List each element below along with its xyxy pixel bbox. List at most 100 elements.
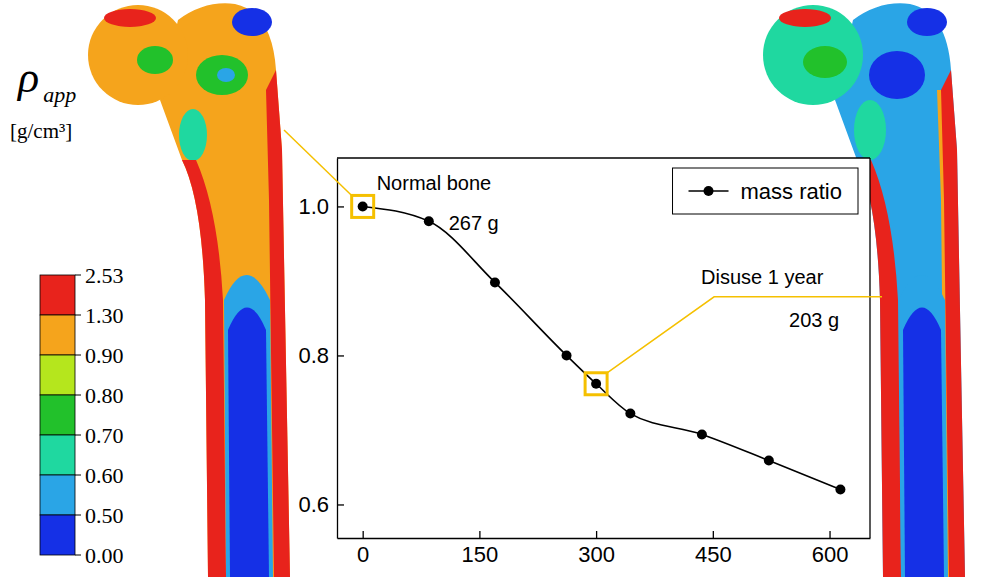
colorbar-band bbox=[40, 355, 75, 395]
highlight-box bbox=[352, 195, 374, 217]
series-group bbox=[358, 201, 846, 494]
colorbar-band bbox=[40, 515, 75, 555]
colorbar-subscript: app bbox=[43, 82, 76, 107]
frame-right bbox=[869, 158, 870, 538]
series-marker bbox=[358, 201, 368, 211]
x-axis: 0 150 300 450 600 bbox=[338, 531, 871, 567]
colorbar-tick bbox=[75, 315, 81, 316]
axis-line bbox=[337, 159, 338, 539]
tick-label: 0 bbox=[357, 542, 369, 567]
tick: 150 bbox=[462, 531, 499, 567]
tick-label: 1.0 bbox=[298, 194, 329, 219]
density-patch bbox=[137, 46, 173, 74]
annotation-value: 203 g bbox=[789, 309, 839, 331]
legend: mass ratio bbox=[673, 168, 858, 214]
femur-canal bbox=[903, 308, 944, 577]
legend-marker bbox=[704, 186, 714, 196]
femur-head-cap bbox=[779, 9, 831, 27]
chart-container: 2.531.300.900.800.700.600.500.00ρapp[g/c… bbox=[0, 0, 983, 577]
tick-mark bbox=[337, 355, 344, 356]
tick-mark bbox=[337, 206, 344, 207]
colorbar-band bbox=[40, 275, 75, 315]
frame-top bbox=[337, 157, 870, 158]
colorbar-tick-label: 0.90 bbox=[85, 343, 124, 368]
colorbar-band bbox=[40, 315, 75, 355]
tick: 1.0 bbox=[298, 194, 344, 219]
series-marker bbox=[764, 456, 774, 466]
tick-label: 0.8 bbox=[298, 343, 329, 368]
colorbar-tick bbox=[75, 515, 81, 516]
y-axis: 0.6 0.8 1.0 bbox=[298, 159, 344, 539]
tick: 600 bbox=[812, 531, 849, 567]
legend-box bbox=[673, 168, 858, 214]
colorbar-tick-label: 0.60 bbox=[85, 463, 124, 488]
tick-label: 150 bbox=[462, 542, 499, 567]
density-patch bbox=[196, 55, 248, 95]
series-line bbox=[363, 206, 841, 489]
tick: 450 bbox=[695, 531, 732, 567]
series-marker bbox=[697, 429, 707, 439]
series-marker bbox=[562, 350, 572, 360]
femur-canal bbox=[228, 308, 269, 577]
plot: 0 150 300 450 600 0.6 0.8 1.0 bbox=[298, 158, 870, 567]
tick-mark bbox=[829, 531, 830, 538]
density-patch bbox=[854, 100, 886, 160]
colorbar-tick bbox=[75, 355, 81, 356]
leader-line bbox=[284, 130, 352, 195]
density-patch bbox=[179, 109, 207, 161]
tick: 0.8 bbox=[298, 343, 344, 368]
density-patch bbox=[803, 46, 847, 78]
annotation-label: Disuse 1 year bbox=[701, 266, 824, 288]
highlight-box bbox=[585, 373, 607, 395]
density-patch bbox=[869, 51, 925, 99]
femur-head bbox=[763, 5, 863, 105]
plot-background bbox=[337, 158, 870, 538]
femur-canal-edge bbox=[224, 275, 273, 577]
annotations: Normal bone 267 g Disuse 1 year 203 g bbox=[284, 130, 882, 395]
tick-mark bbox=[479, 531, 480, 538]
colorbar-tick bbox=[75, 475, 81, 476]
femur-body bbox=[160, 3, 290, 577]
tick: 300 bbox=[578, 531, 615, 567]
density-patch bbox=[217, 68, 235, 82]
colorbar-tick bbox=[75, 435, 81, 436]
series-marker bbox=[625, 409, 635, 419]
density-patch bbox=[232, 8, 272, 36]
tick-label: 450 bbox=[695, 542, 732, 567]
tick-mark bbox=[337, 504, 344, 505]
tick-label: 0.6 bbox=[298, 492, 329, 517]
series-marker bbox=[424, 216, 434, 226]
femur-cortex bbox=[182, 160, 226, 577]
series-marker bbox=[591, 379, 601, 389]
colorbar: 2.531.300.900.800.700.600.500.00ρapp[g/c… bbox=[10, 53, 124, 568]
figure: 2.531.300.900.800.700.600.500.00ρapp[g/c… bbox=[0, 0, 983, 577]
colorbar-symbol: ρ bbox=[16, 53, 39, 102]
tick-mark bbox=[713, 531, 714, 538]
colorbar-tick-label: 0.00 bbox=[85, 543, 124, 568]
colorbar-tick bbox=[75, 395, 81, 396]
colorbar-tick-label: 0.70 bbox=[85, 423, 124, 448]
colorbar-band bbox=[40, 395, 75, 435]
annotation-value: 267 g bbox=[449, 212, 499, 234]
colorbar-tick-label: 1.30 bbox=[85, 303, 124, 328]
colorbar-band bbox=[40, 435, 75, 475]
femur-head-cap bbox=[104, 9, 156, 27]
series-marker bbox=[490, 277, 500, 287]
leader-line bbox=[607, 297, 882, 373]
colorbar-band bbox=[40, 475, 75, 515]
tick-label: 600 bbox=[812, 542, 849, 567]
tick-label: 300 bbox=[578, 542, 615, 567]
colorbar-unit: [g/cm³] bbox=[10, 119, 72, 143]
femur-head bbox=[88, 5, 188, 105]
tick-mark bbox=[363, 531, 364, 538]
colorbar-tick bbox=[75, 555, 81, 556]
colorbar-tick-label: 0.80 bbox=[85, 383, 124, 408]
tick: 0 bbox=[357, 531, 369, 567]
density-patch bbox=[907, 8, 947, 36]
annotation-label: Normal bone bbox=[377, 172, 492, 194]
legend-item: mass ratio bbox=[689, 179, 842, 204]
colorbar-tick bbox=[75, 275, 81, 276]
tick: 0.6 bbox=[298, 492, 344, 517]
legend-label: mass ratio bbox=[741, 179, 842, 204]
series-marker bbox=[835, 485, 845, 495]
